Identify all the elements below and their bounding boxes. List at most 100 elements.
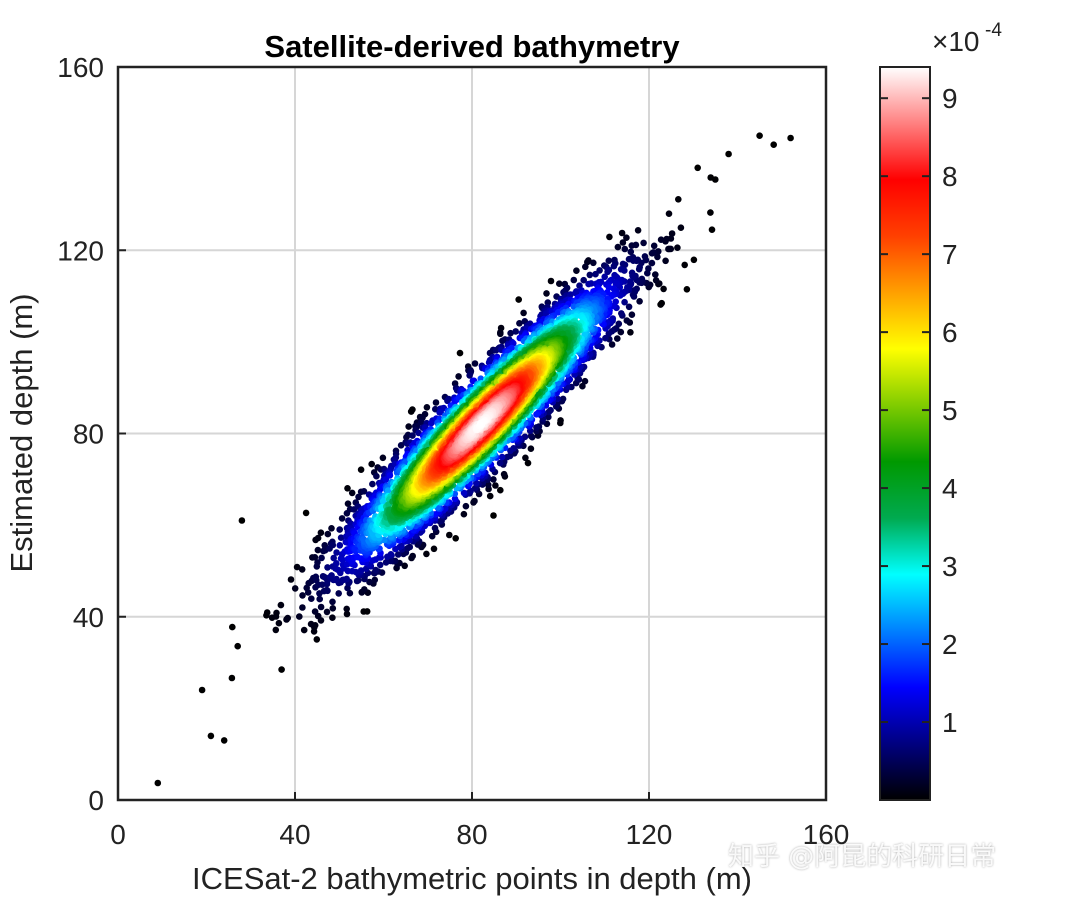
- scatter-point: [463, 503, 470, 510]
- scatter-point: [606, 234, 613, 241]
- scatter-point: [629, 272, 636, 279]
- scatter-point: [497, 331, 504, 338]
- scatter-point: [368, 461, 375, 468]
- scatter-point: [636, 298, 643, 305]
- scatter-point: [349, 490, 356, 497]
- scatter-point: [497, 487, 504, 494]
- scatter-point: [614, 335, 621, 342]
- scatter-point: [707, 174, 714, 181]
- scatter-point: [587, 272, 594, 279]
- scatter-point: [633, 242, 640, 249]
- scatter-point: [691, 257, 698, 264]
- scatter-point: [787, 135, 794, 142]
- scatter-point: [383, 559, 390, 566]
- scatter-point: [388, 551, 395, 558]
- scatter-point: [263, 612, 270, 619]
- scatter-point: [273, 613, 280, 620]
- scatter-point: [296, 613, 303, 620]
- scatter-point: [592, 271, 599, 278]
- scatter-point: [409, 432, 416, 439]
- scatter-point: [334, 566, 341, 573]
- chart-title: Satellite-derived bathymetry: [264, 29, 680, 64]
- scatter-point: [658, 236, 665, 243]
- scatter-point: [239, 517, 246, 524]
- scatter-point: [582, 378, 589, 385]
- scatter-point: [278, 602, 285, 609]
- scatter-point: [299, 592, 306, 599]
- scatter-point: [678, 224, 685, 231]
- scatter-point: [329, 614, 336, 621]
- scatter-point: [497, 460, 504, 467]
- scatter-point: [301, 627, 308, 634]
- scatter-point: [622, 246, 629, 253]
- scatter-point: [318, 604, 325, 611]
- scatter-point: [303, 510, 310, 517]
- scatter-point: [630, 257, 637, 264]
- scatter-point: [343, 606, 350, 613]
- scatter-point: [324, 587, 331, 594]
- scatter-point: [616, 321, 623, 328]
- scatter-point: [674, 244, 681, 251]
- scatter-point: [461, 511, 468, 518]
- scatter-point: [533, 411, 540, 418]
- scatter-point: [636, 266, 643, 273]
- scatter-point: [404, 545, 411, 552]
- scatter-point: [335, 590, 342, 597]
- scatter-point: [694, 165, 701, 172]
- scatter-point: [308, 621, 315, 628]
- scatter-point: [606, 257, 613, 264]
- scatter-point: [314, 563, 321, 570]
- scatter-point: [662, 258, 669, 265]
- scatter-point: [405, 423, 412, 430]
- scatter-point: [292, 585, 299, 592]
- scatter-point: [618, 310, 625, 317]
- scatter-point: [684, 286, 691, 293]
- scatter-point: [644, 270, 651, 277]
- scatter-point: [660, 286, 667, 293]
- scatter-point: [512, 328, 519, 335]
- scatter-point: [333, 576, 340, 583]
- scatter-point: [533, 424, 540, 431]
- scatter-point: [665, 246, 672, 253]
- scatter-point: [590, 260, 597, 267]
- scatter-point: [329, 599, 336, 606]
- scatter-point: [208, 733, 215, 740]
- scatter-point: [543, 290, 550, 297]
- scatter-point: [602, 335, 609, 342]
- scatter-point: [354, 554, 361, 561]
- scatter-point: [387, 472, 394, 479]
- scatter-point: [369, 481, 376, 488]
- scatter-point: [431, 546, 438, 553]
- scatter-point: [681, 262, 688, 269]
- scatter-point: [725, 151, 732, 158]
- scatter-point: [373, 473, 380, 480]
- scatter-point: [315, 535, 322, 542]
- scatter-point: [472, 360, 479, 367]
- scatter-point: [408, 408, 415, 415]
- scatter-point: [573, 267, 580, 274]
- scatter-point: [457, 350, 464, 357]
- scatter-point: [312, 608, 319, 615]
- scatter-point: [318, 555, 325, 562]
- scatter-point: [229, 675, 236, 682]
- scatter-point: [649, 260, 656, 267]
- scatter-point: [571, 277, 578, 284]
- scatter-point: [649, 250, 656, 257]
- scatter-point: [652, 271, 659, 278]
- scatter-point: [490, 476, 497, 483]
- scatter-point: [501, 471, 508, 478]
- scatter-point: [621, 267, 628, 274]
- scatter-point: [433, 399, 440, 406]
- scatter-point: [276, 620, 283, 627]
- scatter-point: [635, 227, 642, 234]
- scatter-point: [520, 310, 527, 317]
- scatter-point: [629, 311, 636, 318]
- scatter-point: [624, 317, 631, 324]
- scatter-point: [361, 586, 368, 593]
- scatter-point: [284, 615, 291, 622]
- scatter-point: [424, 404, 431, 411]
- scatter-point: [343, 576, 350, 583]
- scatter-point: [452, 535, 459, 542]
- scatter-point: [627, 278, 634, 285]
